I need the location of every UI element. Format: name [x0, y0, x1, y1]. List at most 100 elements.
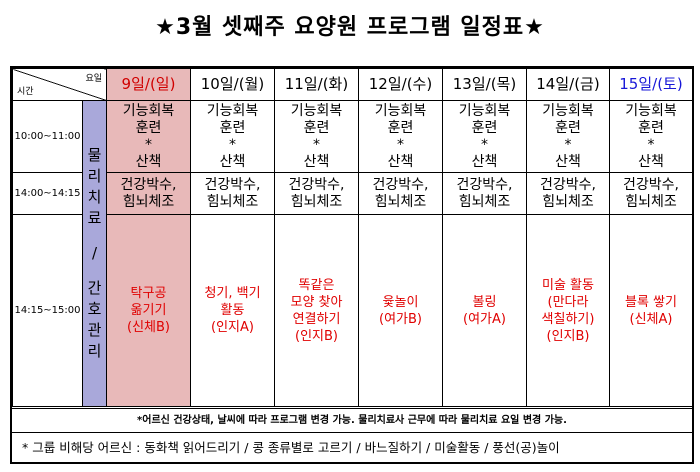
activity-line: 훈련: [555, 119, 581, 136]
category-char: 호: [87, 300, 102, 318]
category-char: 관: [87, 321, 102, 339]
activity-cell: 건강박수, 힘뇌체조: [274, 172, 359, 215]
category-char: 간: [87, 279, 102, 297]
time-slot-3: 14:15~15:00: [12, 214, 83, 407]
activity-line: 힘뇌체조: [625, 193, 677, 210]
activity-line: 기능회복: [290, 102, 343, 119]
category-char: 치: [87, 188, 102, 206]
program-line: 옮기기: [130, 303, 167, 318]
program-cell-fri: 미술 활동 (만다라 색칠하기) (인지B): [526, 214, 610, 407]
program-line: (만다라: [547, 294, 589, 310]
activity-line: 힘뇌체조: [542, 193, 594, 210]
activity-line: 건강박수,: [623, 176, 679, 193]
activity-line: 산책: [471, 153, 498, 170]
program-line: 청기, 백기: [204, 286, 261, 301]
program-line: (신체A): [629, 311, 673, 327]
activity-cell: 기능회복 훈련 * 산책: [442, 100, 527, 173]
activity-cell: 기능회복 훈련 * 산책: [190, 100, 275, 173]
day-header-wed: 12일/(수): [358, 68, 443, 101]
category-char: 리: [87, 167, 102, 185]
activity-line: 훈련: [303, 119, 330, 136]
activity-line: 힘뇌체조: [122, 193, 175, 210]
program-cell-wed: 윷놀이 (여가B): [358, 214, 443, 407]
activity-line: 건강박수,: [120, 176, 177, 193]
activity-line: *: [647, 136, 655, 153]
category-spacer: [84, 264, 106, 278]
activity-cell: 기능회복 훈련 * 산책: [609, 100, 693, 173]
activity-line: 산책: [555, 153, 581, 170]
activity-line: 건강박수,: [456, 176, 513, 193]
activity-line: 힘뇌체조: [458, 193, 511, 210]
category-divider: /: [91, 244, 98, 262]
activity-line: *: [229, 136, 236, 153]
activity-line: 기능회복: [122, 102, 175, 119]
activity-line: 기능회복: [542, 102, 594, 119]
header-row: 요일 시간 9일/(일) 10일/(월) 11일/(화) 12일/(수) 13일…: [12, 68, 693, 101]
category-physio-nursing: 물 리 치 료 / 간 호 관 리: [82, 100, 107, 407]
program-line: (여가B): [379, 311, 422, 327]
time-slot-2: 14:00~14:15: [12, 172, 83, 215]
activity-cell: 건강박수, 힘뇌체조: [526, 172, 610, 215]
activity-line: *: [397, 136, 404, 153]
activity-line: 힘뇌체조: [206, 193, 259, 210]
category-char: 리: [87, 342, 102, 360]
program-line: 윷놀이: [382, 294, 419, 310]
program-line: 미술 활동: [542, 277, 594, 293]
day-header-tue: 11일/(화): [274, 68, 359, 101]
category-char: 료: [87, 209, 102, 227]
program-line: 볼링: [472, 294, 497, 310]
time-slot-1: 10:00~11:00: [12, 100, 83, 173]
day-header-fri: 14일/(금): [526, 68, 610, 101]
program-line: 똑같은: [298, 277, 335, 293]
activity-cell: 기능회복 훈련 * 산책: [274, 100, 359, 173]
activity-line: 훈련: [135, 119, 162, 136]
program-line: 블록 쌓기: [625, 294, 677, 310]
activity-line: 힘뇌체조: [374, 193, 427, 210]
non-group-activities-note: * 그룹 비해당 어르신 : 동화책 읽어드리기 / 콩 종류별로 고르기 / …: [12, 432, 692, 462]
activity-line: 기능회복: [625, 102, 677, 119]
program-line: 색칠하기): [541, 311, 595, 327]
program-cell-tue: 똑같은 모양 찾아 연결하기 (인지B): [274, 214, 359, 407]
row-exercise: 14:00~14:15 건강박수, 힘뇌체조 건강박수, 힘뇌체조 건강박수, 힘뇌체…: [12, 172, 693, 215]
activity-line: 훈련: [387, 119, 414, 136]
activity-cell: 건강박수, 힘뇌체조: [609, 172, 693, 215]
activity-line: 건강박수,: [288, 176, 345, 193]
program-line: (신체B): [127, 320, 170, 335]
program-line: (인지B): [295, 328, 338, 344]
activity-line: 기능회복: [206, 102, 259, 119]
activity-line: 산책: [303, 153, 330, 170]
activity-line: 기능회복: [374, 102, 427, 119]
activity-cell: 건강박수, 힘뇌체조: [442, 172, 527, 215]
activity-line: 힘뇌체조: [290, 193, 343, 210]
activity-line: 훈련: [471, 119, 498, 136]
program-line: 탁구공: [130, 286, 167, 301]
day-header-thu: 13일/(목): [442, 68, 527, 101]
activity-cell: 기능회복 훈련 * 산책: [106, 100, 191, 173]
activity-line: 산책: [387, 153, 414, 170]
page-title: ★3월 셋째주 요양원 프로그램 일정표★: [155, 15, 545, 40]
activity-line: 건강박수,: [372, 176, 429, 193]
activity-cell: 기능회복 훈련 * 산책: [526, 100, 610, 173]
activity-line: 건강박수,: [204, 176, 261, 193]
corner-time-label: 시간: [17, 87, 34, 97]
activity-line: 산책: [219, 153, 246, 170]
program-line: (여가A): [463, 311, 506, 327]
category-spacer: [84, 229, 106, 243]
schedule-frame: 요일 시간 9일/(일) 10일/(월) 11일/(화) 12일/(수) 13일…: [10, 66, 694, 464]
program-cell-sat: 블록 쌓기 (신체A): [609, 214, 693, 407]
activity-line: 기능회복: [458, 102, 511, 119]
activity-line: 산책: [638, 153, 664, 170]
program-line: 모양 찾아: [290, 294, 343, 310]
activity-line: 산책: [135, 153, 162, 170]
row-morning: 10:00~11:00 물 리 치 료 / 간 호 관 리 기능회복 훈련 * 산책 …: [12, 100, 693, 407]
category-char: 물: [87, 146, 102, 164]
day-header-sat: 15일/(토): [609, 68, 693, 101]
activity-line: *: [481, 136, 488, 153]
program-line: (인지A): [211, 320, 254, 335]
activity-cell: 건강박수, 힘뇌체조: [358, 172, 443, 215]
program-line: (인지B): [546, 328, 590, 344]
program-line: 활동: [220, 303, 245, 318]
